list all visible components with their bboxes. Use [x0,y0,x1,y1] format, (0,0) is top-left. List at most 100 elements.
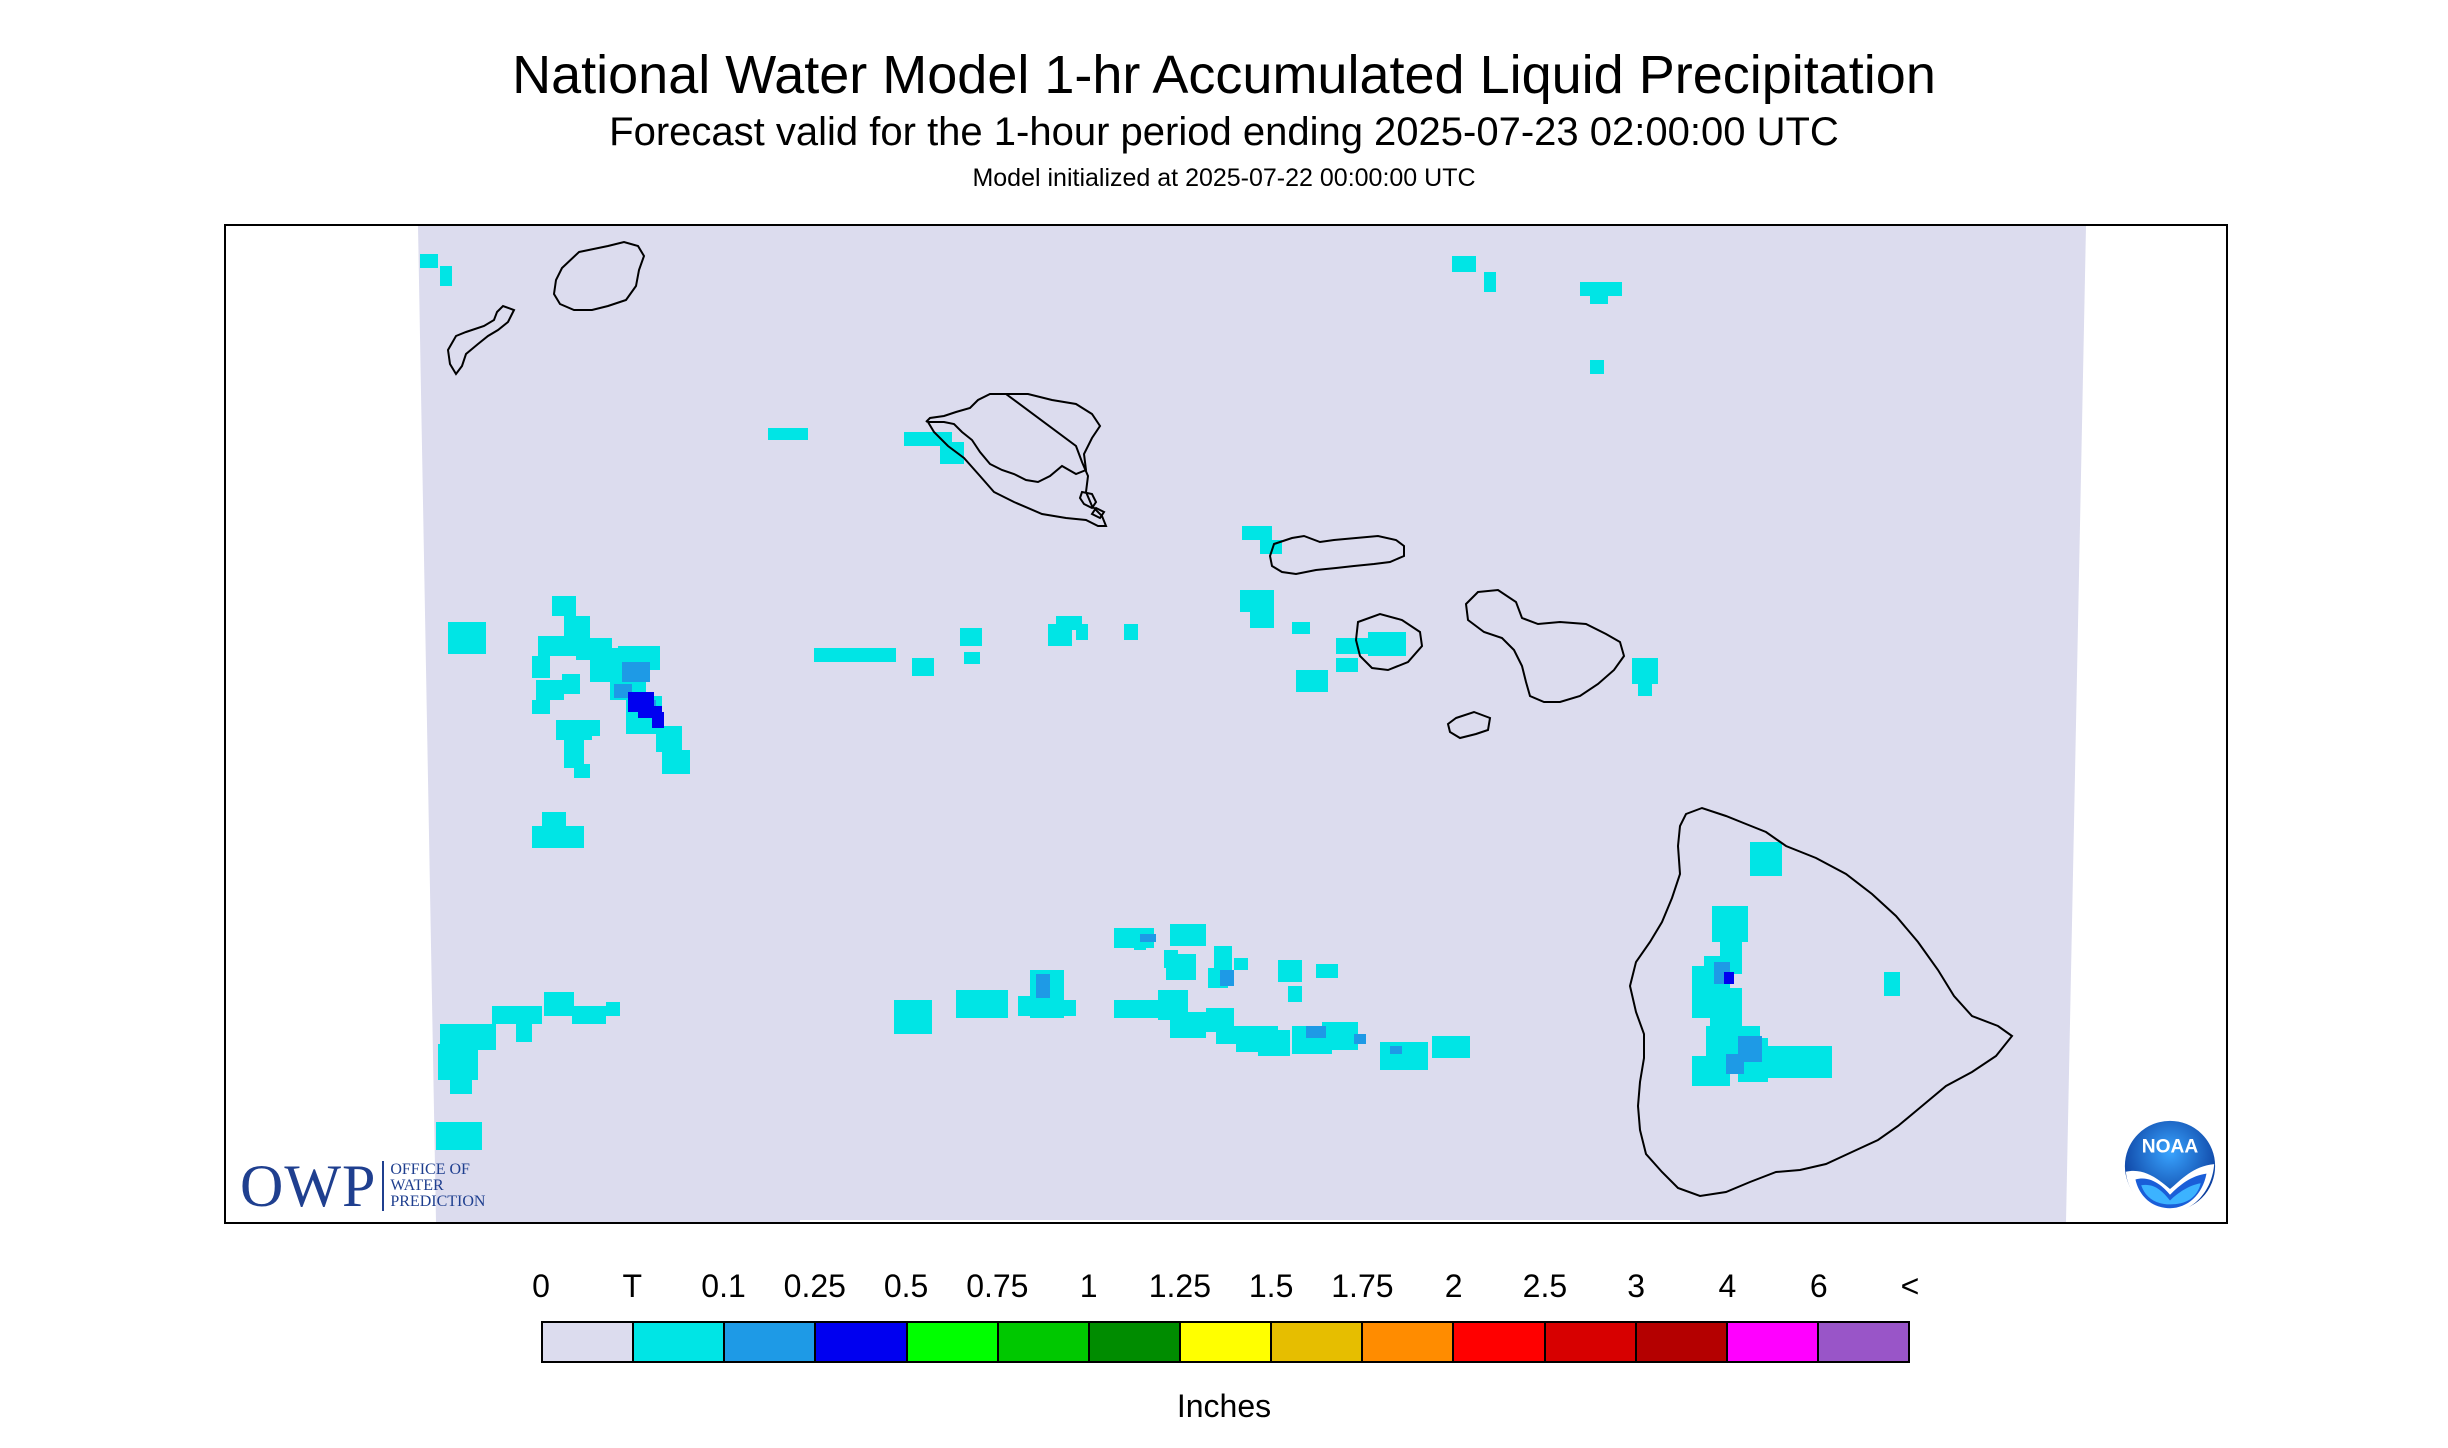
light-precip-cell [1306,1026,1326,1038]
trace-precip-cell [536,680,564,700]
trace-precip-cell [1632,658,1658,684]
trace-precip-cell [544,992,574,1016]
trace-precip-cell [1124,624,1138,640]
legend-label: 0.75 [966,1268,1029,1304]
trace-precip-cell [814,648,896,662]
legend-label: 1.5 [1248,1268,1294,1304]
trace-precip-cell [1258,1030,1290,1056]
owp-logo: OWP OFFICE OF WATER PREDICTION [240,1156,485,1216]
light-precip-cell [614,684,632,698]
legend-label: 0.5 [883,1268,929,1304]
legend-swatch [907,1323,999,1361]
legend-label: 3 [1627,1268,1646,1304]
legend-label: 2 [1444,1268,1463,1304]
trace-precip-cell [1484,272,1496,292]
trace-precip-cell [1170,924,1206,946]
trace-precip-cell [912,658,934,676]
trace-precip-cell [572,1006,606,1024]
trace-precip-cell [960,628,982,646]
model-domain-area [418,226,2086,1222]
legend-swatch [1272,1323,1364,1361]
legend-colorbar [541,1321,1910,1363]
trace-precip-cell [1336,658,1358,672]
legend-label: < [1900,1268,1920,1304]
legend-label: 4 [1718,1268,1737,1304]
moderate-precip-cell [1724,972,1734,984]
trace-precip-cell [1288,986,1302,1002]
maui-outline [1464,588,1626,703]
trace-precip-cell [768,428,808,440]
trace-precip-cell [1764,1046,1832,1078]
legend-swatch [1818,1323,1909,1361]
trace-precip-cell [606,1002,620,1016]
trace-precip-cell [1170,1012,1206,1038]
legend-label: 1.25 [1148,1268,1211,1304]
trace-precip-cell [532,700,550,714]
trace-precip-cell [1316,964,1338,978]
trace-precip-cell [1216,1026,1240,1044]
owp-line-2: WATER [390,1177,444,1194]
trace-precip-cell [1432,1036,1470,1058]
trace-precip-cell [964,652,980,664]
light-precip-cell [1220,970,1234,986]
trace-precip-cell [1076,624,1088,640]
coastlines [446,240,2014,1198]
light-precip-cell [622,662,650,682]
oahu-outline [925,393,1108,527]
trace-precip-cell [1692,966,1714,1018]
trace-precip-cell [574,764,590,778]
trace-precip-cell [516,1022,532,1042]
trace-precip-cell [436,1122,482,1150]
trace-precip-cell [1250,612,1274,628]
trace-precip-cell [1214,946,1232,972]
legend-label: T [622,1268,643,1304]
trace-precip-cell [1234,958,1248,970]
legend-swatch [1454,1323,1546,1361]
noaa-logo-icon: NOAA [2122,1118,2218,1214]
legend-label: 1.75 [1331,1268,1394,1304]
owp-logo-mark: OWP [240,1153,377,1219]
owp-line-3: PREDICTION [390,1193,486,1210]
kahoolawe-outline [1446,710,1492,740]
precipitation-overlay [420,254,1900,1150]
niihau-outline [446,304,516,376]
trace-precip-cell [1638,684,1652,696]
model-init-text: Model initialized at 2025-07-22 00:00:00… [972,164,1476,192]
trace-precip-cell [562,674,580,694]
kauai-outline [552,240,646,311]
trace-precip-cell [420,254,438,268]
trace-precip-cell [1884,972,1900,996]
trace-precip-cell [1590,294,1608,304]
legend-swatch [816,1323,908,1361]
trace-precip-cell [440,266,452,286]
owp-line-1: OFFICE OF [390,1161,470,1178]
trace-precip-cell [956,990,1008,1018]
legend-swatch [543,1323,635,1361]
trace-precip-cell [448,622,486,654]
legend-label: 0 [532,1268,550,1304]
trace-precip-cell [656,726,682,752]
light-precip-cell [1140,934,1156,942]
legend-label: 0.25 [783,1268,846,1304]
trace-precip-cell [1292,622,1310,634]
trace-precip-cell [1750,842,1782,876]
light-precip-cell [1036,974,1050,998]
trace-precip-cell [1368,632,1406,656]
owp-logo-divider [382,1161,385,1211]
trace-precip-cell [1018,996,1038,1016]
legend-swatch [634,1323,726,1361]
noaa-logo-text: NOAA [2142,1137,2199,1158]
legend-label: 1 [1079,1268,1098,1304]
legend-swatch [1180,1323,1273,1361]
legend-swatch [1636,1323,1728,1361]
trace-precip-cell [894,1000,932,1034]
trace-precip-cell [1240,590,1274,612]
map-title: National Water Model 1-hr Accumulated Li… [512,45,1936,105]
legend-swatch [1545,1323,1637,1361]
trace-precip-cell [662,750,690,774]
trace-precip-cell [1590,360,1604,374]
model-domain [418,226,2086,1222]
light-precip-cell [1726,1054,1744,1074]
legend-swatch [1089,1323,1181,1361]
trace-precip-cell [1056,616,1082,630]
